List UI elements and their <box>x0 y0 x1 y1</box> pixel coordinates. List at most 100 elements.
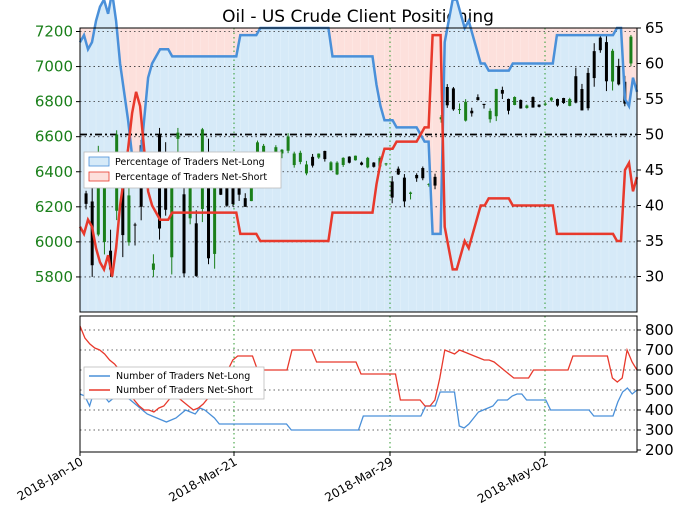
price-candle-body <box>353 155 357 161</box>
price-candle-body <box>629 36 633 64</box>
price-candle-body <box>384 163 388 165</box>
lower-panel-frame <box>79 315 638 453</box>
lower-legend: Number of Traders Net-Long Number of Tra… <box>83 366 265 400</box>
price-candle-body <box>366 157 370 168</box>
price-candle-body <box>274 147 278 153</box>
price-candle-body <box>127 195 131 243</box>
price-candle-body <box>494 88 498 117</box>
price-candle-body <box>243 198 247 207</box>
price-candle-body <box>151 263 155 270</box>
legend-label-traders-long: Number of Traders Net-Long <box>116 371 250 382</box>
net-long-area <box>80 0 637 312</box>
percent-tick-label: 60 <box>645 55 664 73</box>
price-tick-label: 7000 <box>35 58 73 76</box>
series-line-net-short-percent <box>78 33 639 277</box>
chart-title: Oil - US Crude Client Positioning <box>222 7 494 27</box>
date-tick-label: 2018-May-02 <box>475 454 550 506</box>
price-candle-body <box>470 110 474 114</box>
price-candle-body <box>433 176 437 186</box>
price-candle-body <box>519 99 523 109</box>
price-candle-body <box>549 97 553 101</box>
percent-tick-label: 55 <box>645 90 664 108</box>
price-candle-body <box>525 105 529 108</box>
price-candle-body <box>133 224 137 226</box>
legend-label-net-short: Percentage of Traders Net-Short <box>115 172 267 183</box>
price-candle-body <box>574 76 578 103</box>
date-tick-label: 2018-Mar-21 <box>166 454 239 504</box>
price-candle-body <box>194 223 198 276</box>
price-candle-body <box>617 65 621 85</box>
price-candle-body <box>409 192 413 194</box>
legend-label-traders-short: Number of Traders Net-Short <box>116 385 253 396</box>
price-candle-body <box>592 51 596 79</box>
price-candle-body <box>580 89 584 111</box>
price-candle-body <box>415 174 419 179</box>
price-tick-label: 6800 <box>35 93 73 111</box>
price-candle-body <box>335 162 339 175</box>
price-candle-body <box>586 72 590 109</box>
price-candle-body <box>543 103 547 105</box>
price-candle-body <box>286 136 290 151</box>
price-candle-body <box>298 152 302 162</box>
price-candle-body <box>427 183 431 185</box>
legend-swatch-net-long <box>88 156 110 167</box>
price-candle-body <box>445 87 449 106</box>
price-candle-body <box>323 150 327 160</box>
percent-tick-label: 45 <box>645 161 664 179</box>
count-tick-label: 200 <box>645 441 674 459</box>
price-candle-body <box>182 194 186 274</box>
price-candle-body <box>341 157 345 165</box>
price-candle-body <box>360 162 364 165</box>
price-candle-body <box>225 178 229 206</box>
price-candle-body <box>568 99 572 106</box>
price-candle-body <box>329 162 333 171</box>
price-candle-body <box>109 250 113 270</box>
price-candle-body <box>482 103 486 105</box>
price-candle-body <box>84 193 88 204</box>
price-candle-body <box>513 96 517 105</box>
price-candle-body <box>604 42 608 82</box>
price-candle-body <box>188 174 192 219</box>
price-candle-body <box>500 89 504 94</box>
price-candle-body <box>458 109 462 111</box>
price-tick-label: 7200 <box>35 23 73 41</box>
lower-legend-box <box>83 366 265 400</box>
price-candle-body <box>96 160 100 235</box>
price-candle-body <box>237 188 241 195</box>
price-candle-body <box>451 88 455 110</box>
price-candle-body <box>476 97 480 101</box>
price-candle-body <box>255 142 259 153</box>
price-candle-body <box>292 153 296 166</box>
price-candle-body <box>311 156 315 166</box>
percent-tick-label: 30 <box>645 268 664 286</box>
price-candle-body <box>396 168 400 175</box>
price-candle-body <box>347 156 351 163</box>
price-tick-label: 6000 <box>35 233 73 251</box>
count-tick-label: 500 <box>645 381 674 399</box>
percent-tick-label: 50 <box>645 126 664 144</box>
price-candle-body <box>506 98 510 111</box>
price-candle-body <box>390 181 394 198</box>
price-tick-label: 6400 <box>35 163 73 181</box>
price-tick-label: 6600 <box>35 128 73 146</box>
date-tick-label: 2018-Jan-10 <box>15 454 86 503</box>
upper-legend: Percentage of Traders Net-Long Percentag… <box>83 151 282 189</box>
price-candle-body <box>537 104 541 107</box>
price-candle-body <box>531 97 535 108</box>
percent-tick-label: 35 <box>645 232 664 250</box>
date-tick-label: 2018-Mar-29 <box>322 454 395 504</box>
price-candle-body <box>562 98 566 103</box>
upper-legend-box <box>83 151 282 189</box>
x-axis: 2018-Jan-10 2018-Mar-21 2018-Mar-29 2018-Ma… <box>15 452 551 506</box>
price-candle-body <box>464 101 468 121</box>
price-tick-label: 5800 <box>35 268 73 286</box>
series-line-net-long-percent <box>78 0 639 236</box>
price-candle-body <box>488 110 492 120</box>
price-candle-body <box>555 99 559 106</box>
legend-label-net-long: Percentage of Traders Net-Long <box>115 157 265 168</box>
price-candle-body <box>207 158 211 259</box>
price-candle-body <box>280 149 284 154</box>
price-candle-body <box>598 37 602 51</box>
price-candle-body <box>372 162 376 167</box>
